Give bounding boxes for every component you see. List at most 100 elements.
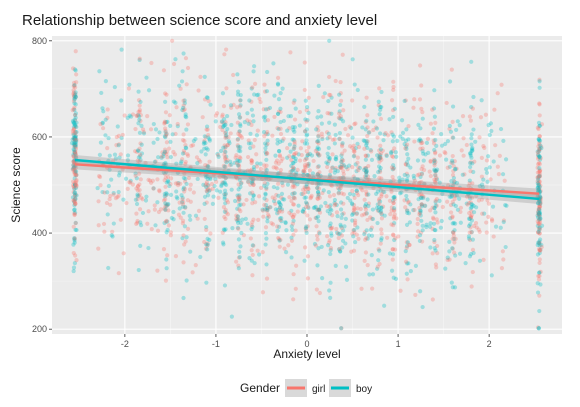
point-girl <box>257 96 262 101</box>
point-boy <box>355 87 360 93</box>
point-girl <box>330 225 335 230</box>
point-girl <box>486 214 491 219</box>
point-boy <box>487 165 492 170</box>
point-girl <box>536 277 542 282</box>
point-girl <box>255 128 260 133</box>
point-boy <box>161 161 167 167</box>
point-girl <box>181 199 186 205</box>
point-girl <box>354 211 359 217</box>
point-boy <box>135 148 141 153</box>
point-boy <box>183 205 188 210</box>
point-boy <box>464 201 469 206</box>
point-boy <box>364 168 369 174</box>
point-boy <box>363 166 369 171</box>
point-girl <box>351 210 356 215</box>
point-boy <box>450 104 456 109</box>
point-girl <box>365 217 370 223</box>
point-girl <box>422 181 427 186</box>
point-boy <box>537 123 542 129</box>
point-boy <box>289 235 294 240</box>
point-boy <box>305 132 310 137</box>
point-boy <box>74 130 79 135</box>
point-boy <box>405 163 410 168</box>
point-girl <box>249 158 254 163</box>
point-girl <box>263 89 268 94</box>
point-girl <box>202 239 207 245</box>
point-boy <box>109 233 114 238</box>
point-boy <box>72 207 77 212</box>
point-boy <box>404 177 410 182</box>
point-boy <box>177 83 182 88</box>
point-girl <box>298 146 303 151</box>
point-girl <box>364 191 369 197</box>
point-girl <box>366 163 371 169</box>
point-girl <box>73 91 78 96</box>
point-boy <box>337 116 342 121</box>
point-girl <box>320 134 325 139</box>
point-boy <box>164 191 169 196</box>
point-girl <box>130 182 135 187</box>
point-girl <box>278 126 283 131</box>
point-boy <box>392 194 397 200</box>
point-boy <box>315 190 321 195</box>
point-girl <box>341 164 346 169</box>
point-boy <box>222 188 228 193</box>
point-girl <box>473 220 479 226</box>
point-boy <box>155 200 160 205</box>
point-girl <box>349 249 354 254</box>
point-girl <box>340 151 345 156</box>
point-girl <box>291 232 296 237</box>
point-girl <box>332 203 337 208</box>
point-girl <box>311 158 316 164</box>
point-girl <box>537 179 542 184</box>
point-girl <box>162 171 168 177</box>
point-girl <box>291 100 296 105</box>
point-girl <box>392 146 397 151</box>
point-boy <box>204 175 209 180</box>
point-boy <box>303 226 309 231</box>
point-girl <box>222 143 227 148</box>
point-boy <box>537 207 542 213</box>
point-boy <box>469 59 474 64</box>
point-girl <box>419 141 424 146</box>
point-girl <box>365 133 370 139</box>
point-boy <box>471 203 476 208</box>
point-boy <box>229 162 234 167</box>
point-girl <box>537 113 542 118</box>
point-girl <box>536 211 541 217</box>
point-boy <box>218 189 223 194</box>
point-girl <box>337 176 342 181</box>
point-girl <box>183 56 189 61</box>
point-boy <box>329 233 334 238</box>
point-boy <box>211 194 216 199</box>
point-boy <box>353 239 358 245</box>
point-girl <box>203 246 209 251</box>
point-girl <box>363 169 369 174</box>
point-boy <box>110 234 115 239</box>
point-girl <box>173 181 178 186</box>
point-girl <box>338 183 344 188</box>
point-boy <box>205 95 210 100</box>
point-boy <box>221 174 226 179</box>
point-boy <box>201 141 206 146</box>
point-girl <box>389 130 394 135</box>
point-boy <box>222 117 227 122</box>
point-girl <box>265 208 270 214</box>
point-girl <box>237 167 242 172</box>
point-girl <box>245 118 250 123</box>
point-girl <box>146 177 151 182</box>
point-boy <box>236 237 241 242</box>
point-girl <box>72 196 77 201</box>
point-girl <box>150 178 155 183</box>
point-boy <box>406 261 411 266</box>
point-boy <box>72 135 77 140</box>
point-boy <box>236 187 241 192</box>
point-girl <box>74 179 79 184</box>
x-tick-label: 2 <box>487 339 492 349</box>
point-boy <box>451 181 456 186</box>
point-boy <box>316 109 321 114</box>
point-girl <box>539 245 544 250</box>
point-girl <box>307 217 313 222</box>
point-girl <box>262 181 267 186</box>
